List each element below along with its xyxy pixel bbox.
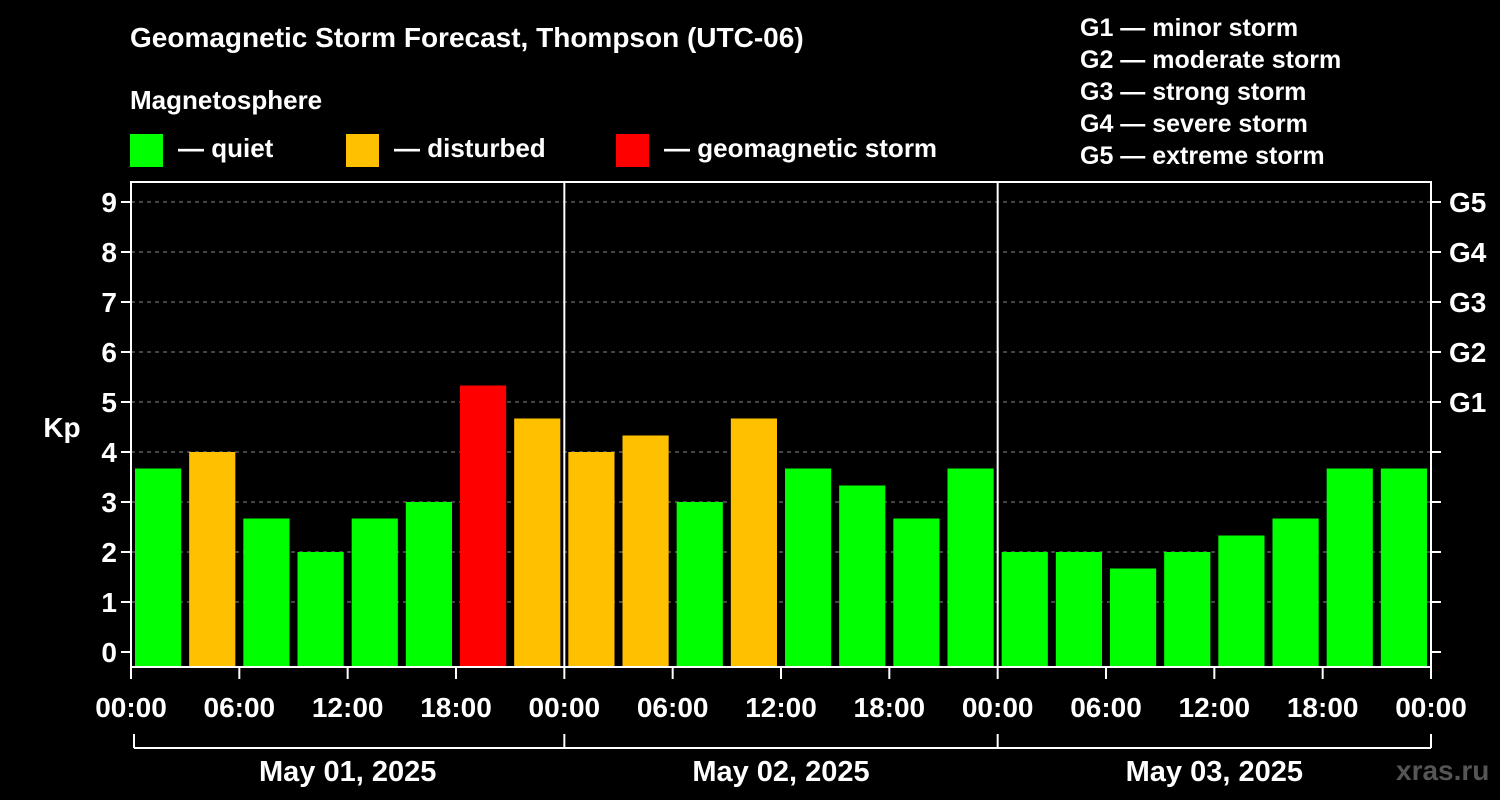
x-tick-label: 00:00 <box>95 692 167 723</box>
bar <box>243 518 290 667</box>
y-tick-label-7: 7 <box>101 287 117 318</box>
y-axis-label: Kp <box>43 412 80 443</box>
x-tick-label: 00:00 <box>529 692 601 723</box>
bar <box>893 518 940 667</box>
legend-swatch-quiet <box>130 134 163 167</box>
day-label: May 02, 2025 <box>692 756 869 788</box>
chart-subtitle: Magnetosphere <box>130 85 323 115</box>
storm-scale-g5: G5 — extreme storm <box>1080 142 1325 170</box>
x-tick-label: 18:00 <box>1287 692 1359 723</box>
y-tick-label-0: 0 <box>101 637 117 668</box>
bar <box>1001 552 1048 667</box>
bar <box>1055 552 1102 667</box>
y-tick-label-9: 9 <box>101 187 117 218</box>
bar <box>135 468 182 667</box>
right-tick-label-g2: G2 <box>1449 337 1486 368</box>
storm-scale-g4: G4 — severe storm <box>1080 110 1308 138</box>
x-tick-label: 06:00 <box>1070 692 1142 723</box>
bar <box>297 552 344 667</box>
bar <box>568 452 615 667</box>
grid-lines <box>131 201 1431 603</box>
bar <box>1164 552 1211 667</box>
bar <box>1272 518 1319 667</box>
x-tick-label: 18:00 <box>420 692 492 723</box>
x-tick-label: 06:00 <box>637 692 709 723</box>
y-tick-label-1: 1 <box>101 587 117 618</box>
bar <box>351 518 398 667</box>
chart-title: Geomagnetic Storm Forecast, Thompson (UT… <box>130 22 804 53</box>
bar <box>1380 468 1427 667</box>
storm-scale-g1: G1 — minor storm <box>1080 14 1299 42</box>
x-tick-label: 06:00 <box>204 692 276 723</box>
day-label: May 03, 2025 <box>1126 756 1303 788</box>
legend-swatch-disturbed <box>346 134 379 167</box>
right-tick-label-g3: G3 <box>1449 287 1486 318</box>
day-label: May 01, 2025 <box>259 756 436 788</box>
bar <box>947 468 994 667</box>
axes: 0 1 2 3 4 5 6 7 8 9 G1 G2 G3 G4 G5 00:00 06:00 12:00 18:00… <box>95 181 1487 788</box>
x-tick-label: 12:00 <box>312 692 384 723</box>
y-tick-label-5: 5 <box>101 387 117 418</box>
bar <box>730 418 777 667</box>
storm-scale-g2: G2 — moderate storm <box>1080 46 1342 74</box>
y-tick-label-4: 4 <box>101 437 117 468</box>
bar <box>460 385 507 667</box>
watermark: xras.ru <box>1396 755 1490 786</box>
x-tick-label: 12:00 <box>1179 692 1251 723</box>
y-tick-label-6: 6 <box>101 337 117 368</box>
bars <box>135 385 1427 667</box>
bar <box>189 452 236 667</box>
y-tick-label-8: 8 <box>101 237 117 268</box>
y-tick-label-3: 3 <box>101 487 117 518</box>
bar <box>514 418 561 667</box>
legend-swatch-storm <box>616 134 649 167</box>
x-tick-label: 00:00 <box>962 692 1034 723</box>
bar <box>622 435 669 667</box>
legend-label-quiet: — quiet <box>178 133 274 163</box>
storm-scale-g3: G3 — strong storm <box>1080 78 1307 106</box>
bar <box>785 468 832 667</box>
bar <box>839 485 886 667</box>
y-tick-label-2: 2 <box>101 537 117 568</box>
bar <box>1218 535 1265 667</box>
legend-label-disturbed: — disturbed <box>394 133 546 163</box>
bar <box>1326 468 1373 667</box>
right-tick-label-g4: G4 <box>1449 237 1487 268</box>
x-tick-label: 00:00 <box>1395 692 1467 723</box>
bar <box>676 502 723 667</box>
bar <box>405 502 452 667</box>
bar <box>1110 568 1157 667</box>
right-tick-label-g5: G5 <box>1449 187 1486 218</box>
legend-label-storm: — geomagnetic storm <box>664 133 938 163</box>
x-tick-label: 18:00 <box>854 692 926 723</box>
right-tick-label-g1: G1 <box>1449 387 1486 418</box>
x-tick-label: 12:00 <box>745 692 817 723</box>
